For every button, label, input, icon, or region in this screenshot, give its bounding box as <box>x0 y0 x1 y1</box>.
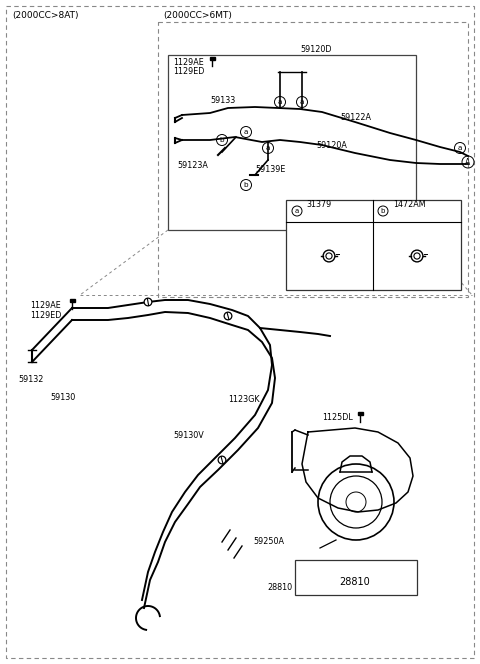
Text: a: a <box>244 129 248 135</box>
Bar <box>295 560 417 595</box>
Text: 31379: 31379 <box>306 200 331 209</box>
Text: b: b <box>381 208 385 214</box>
Text: 59139E: 59139E <box>255 165 286 174</box>
Bar <box>286 200 461 290</box>
Text: 59132: 59132 <box>18 375 43 384</box>
Text: (2000CC>6MT): (2000CC>6MT) <box>163 11 232 20</box>
Text: b: b <box>220 137 224 143</box>
Text: 1125DL: 1125DL <box>322 413 353 422</box>
Text: A: A <box>466 157 470 167</box>
Text: 1129AE: 1129AE <box>30 301 61 310</box>
Text: 1123GK: 1123GK <box>228 395 260 404</box>
Circle shape <box>224 312 232 320</box>
Text: 59120D: 59120D <box>300 45 332 54</box>
Text: 59122A: 59122A <box>340 113 371 122</box>
Text: 1129ED: 1129ED <box>30 311 61 320</box>
Bar <box>70 299 74 302</box>
Text: (2000CC>8AT): (2000CC>8AT) <box>12 11 79 20</box>
Text: 1472AM: 1472AM <box>393 200 426 209</box>
Text: 59120A: 59120A <box>316 141 347 150</box>
Text: a: a <box>295 208 299 214</box>
Circle shape <box>144 298 152 306</box>
Text: a: a <box>300 99 304 105</box>
Text: a: a <box>278 99 282 105</box>
Bar <box>168 55 416 230</box>
Text: 59130: 59130 <box>50 393 75 402</box>
Text: 59123A: 59123A <box>177 161 208 170</box>
Text: 59133: 59133 <box>210 96 235 105</box>
Bar <box>358 412 362 415</box>
Text: b: b <box>244 182 248 188</box>
Text: a: a <box>266 145 270 151</box>
Text: 28810: 28810 <box>267 583 292 592</box>
Text: 59130V: 59130V <box>173 431 204 440</box>
Bar <box>209 57 215 60</box>
Text: 1129AE: 1129AE <box>173 58 204 67</box>
Text: 1129ED: 1129ED <box>173 67 204 76</box>
Text: 28810: 28810 <box>340 577 371 587</box>
Text: 59250A: 59250A <box>253 537 284 546</box>
Text: a: a <box>458 145 462 151</box>
Circle shape <box>218 456 226 464</box>
